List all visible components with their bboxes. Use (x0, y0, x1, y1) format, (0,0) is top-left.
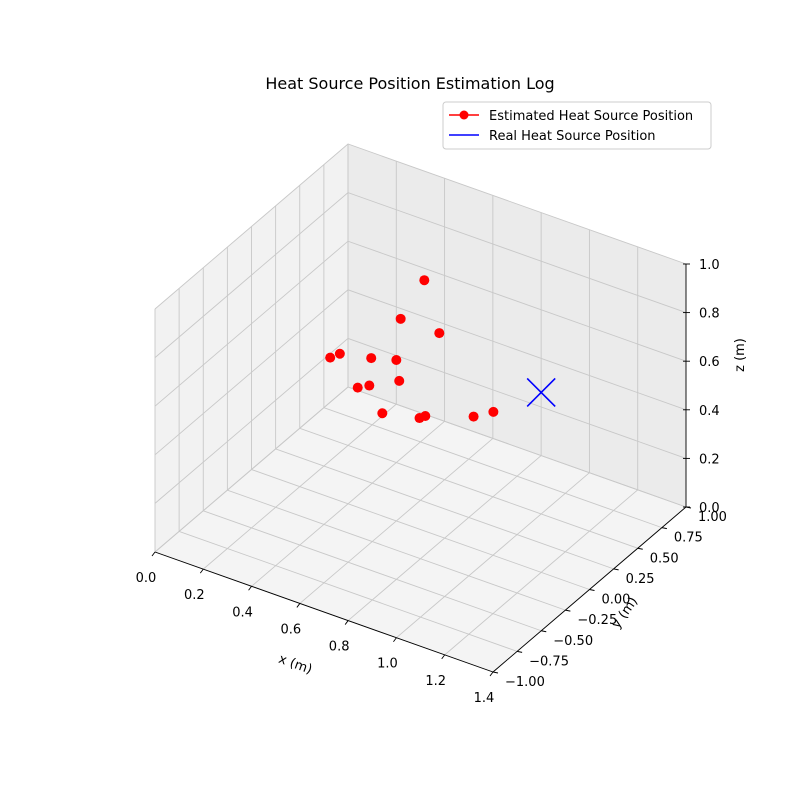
z-tick-label: 0.4 (699, 404, 720, 419)
z-tick-label: 0.8 (699, 307, 720, 322)
z-axis-label: z (m) (733, 338, 748, 372)
y-tick (637, 547, 643, 550)
x-tick-label: 1.0 (377, 657, 398, 672)
legend: Estimated Heat Source Position Real Heat… (442, 101, 712, 150)
data-points (325, 275, 556, 424)
estimated-position-point (334, 348, 345, 359)
y-tick-label: 0.25 (626, 572, 655, 587)
estimated-position-point (391, 355, 402, 366)
tick-labels: 0.0 0.2 0.4 0.6 0.8 1.0 1.2 1.4 −1.00 −0.75 −0.50 −… (136, 258, 727, 706)
y-tick (613, 568, 619, 571)
estimated-position-point (325, 352, 336, 363)
legend-marker-estimated (459, 110, 469, 120)
grid-line-z (154, 337, 687, 504)
y-tick-label: 0.50 (650, 551, 679, 566)
estimated-position-point (434, 328, 445, 339)
grid-line-z (154, 240, 687, 407)
estimated-position-point (377, 408, 388, 419)
z-tick-label: 0.6 (699, 355, 720, 370)
y-tick (492, 671, 499, 674)
legend-frame (442, 101, 712, 150)
x-tick-label: 0.8 (329, 640, 350, 655)
y-tick-label: 1.00 (698, 510, 727, 525)
y-tick-label: 0.00 (602, 593, 631, 608)
estimated-position-point (366, 353, 377, 364)
y-tick-label: −0.50 (553, 634, 593, 649)
y-tick (661, 527, 667, 530)
chart-title: Heat Source Position Estimation Log (265, 74, 554, 93)
y-tick (541, 630, 547, 633)
z-tick-label: 0.0 (699, 501, 720, 516)
grid-line-z (154, 192, 687, 358)
x-tick (296, 603, 301, 608)
x-tick-label: 0.0 (136, 571, 157, 586)
y-tick (589, 589, 595, 591)
y-tick (565, 609, 571, 612)
x-tick (441, 654, 446, 660)
estimated-position-point (395, 313, 406, 324)
estimated-position-point (468, 411, 479, 422)
x-tick (151, 551, 156, 557)
real-position-marker (526, 377, 556, 408)
y-tick (517, 650, 523, 653)
x-tick (489, 671, 494, 677)
x-tick (344, 620, 349, 625)
estimated-position-point (420, 410, 431, 421)
estimated-position-point (419, 275, 430, 286)
x-tick (248, 586, 252, 591)
x-tick-label: 0.2 (184, 588, 205, 603)
x-tick (199, 568, 204, 574)
estimated-position-point (394, 375, 405, 386)
y-tick-label: −0.25 (577, 613, 617, 628)
legend-label-estimated: Estimated Heat Source Position (489, 109, 693, 124)
grid-line-z (154, 386, 687, 553)
y-tick-label: −1.00 (505, 675, 545, 690)
grid-line-z (154, 143, 687, 310)
x-axis-line (154, 551, 494, 673)
x-tick-label: 0.6 (281, 622, 302, 637)
x-tick-label: 1.4 (474, 691, 495, 706)
grid-line-z (154, 289, 687, 456)
tick-marks (151, 263, 692, 677)
x-tick (393, 637, 397, 642)
estimated-position-point (352, 382, 363, 393)
x-tick-label: 1.2 (425, 674, 446, 689)
z-tick-label: 0.2 (699, 452, 720, 467)
y-tick-label: −0.75 (529, 654, 569, 669)
real-position-marker-stroke (526, 377, 556, 408)
legend-label-real: Real Heat Source Position (489, 129, 656, 144)
y-tick-label: 0.75 (674, 531, 703, 546)
estimated-position-point (488, 406, 499, 417)
estimated-position-point (364, 380, 375, 391)
z-tick-label: 1.0 (699, 258, 720, 273)
x-tick-label: 0.4 (232, 605, 253, 620)
